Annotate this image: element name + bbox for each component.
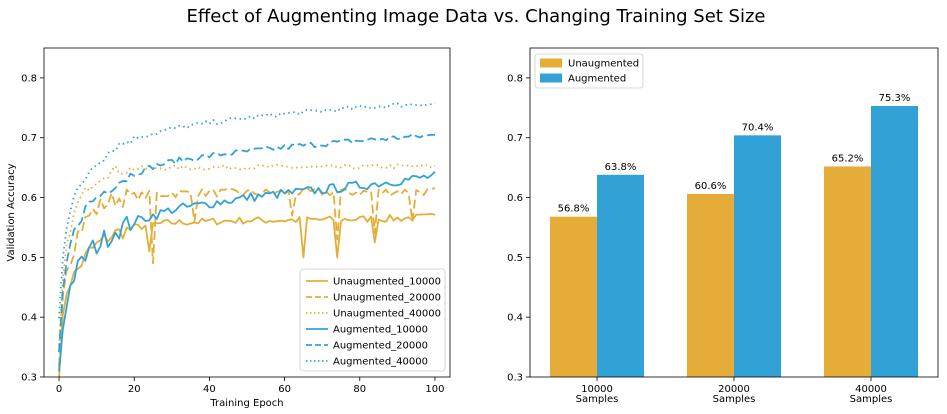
bar-value-label: 75.3% xyxy=(879,93,911,104)
axes-frame xyxy=(43,47,451,378)
x-tick-label: 60 xyxy=(278,384,291,395)
bar-unaugmented-2 xyxy=(824,166,871,377)
y-tick-label: 0.8 xyxy=(21,73,37,84)
bar-chart-panel: 56.8% 60.6% 65.2% 63.8% 70.4% 75.3% 0.3 0.4 0.5 0… xyxy=(507,47,939,405)
figure-title: Effect of Augmenting Image Data vs. Chan… xyxy=(186,6,765,27)
x-tick-label: Samples xyxy=(850,394,893,405)
legend-swatch xyxy=(540,73,562,83)
y-tick-label: 0.5 xyxy=(21,253,37,264)
legend-entry: Augmented xyxy=(568,74,626,85)
x-tick-label: 20 xyxy=(128,384,141,395)
x-tick-label: 40000 xyxy=(855,384,887,395)
series-line-augmented-20000 xyxy=(58,133,436,353)
line-legend: Unaugmented_10000 Unaugmented_20000 Unaugm… xyxy=(299,268,446,372)
legend-entry: Unaugmented_20000 xyxy=(333,293,441,304)
x-tick-label: 100 xyxy=(425,384,444,395)
x-tick-label: 20000 xyxy=(718,384,750,395)
legend-swatch xyxy=(540,58,562,68)
series-line-augmented-10000 xyxy=(58,170,436,372)
bar-augmented-2 xyxy=(871,106,918,378)
series-line-unaugmented-40000 xyxy=(58,163,436,346)
bar-unaugmented-0 xyxy=(550,216,597,377)
legend-entry: Unaugmented_10000 xyxy=(333,277,441,288)
bar-value-label: 60.6% xyxy=(695,181,727,192)
legend-entry: Augmented_40000 xyxy=(333,357,428,368)
x-tick-label: 80 xyxy=(353,384,366,395)
legend-entry: Augmented_10000 xyxy=(333,325,428,336)
x-tick-label: 40 xyxy=(203,384,216,395)
legend-entry: Unaugmented xyxy=(568,59,639,70)
legend-box xyxy=(299,268,446,372)
series-line-unaugmented-20000 xyxy=(58,187,436,367)
legend-entry: Unaugmented_40000 xyxy=(333,309,441,320)
y-tick-label: 0.3 xyxy=(507,373,523,384)
x-axis-label: Training Epoch xyxy=(209,398,283,409)
bar-legend: Unaugmented Augmented xyxy=(534,53,644,89)
x-tick-label: 0 xyxy=(56,384,62,395)
x-tick-label: Samples xyxy=(576,394,619,405)
line-plot-area xyxy=(58,102,436,377)
x-tick-label: Samples xyxy=(713,394,756,405)
y-tick-label: 0.4 xyxy=(507,313,523,324)
y-tick-label: 0.5 xyxy=(507,253,523,264)
y-tick-label: 0.6 xyxy=(21,193,37,204)
y-tick-label: 0.3 xyxy=(21,373,37,384)
bar-unaugmented-1 xyxy=(687,193,734,377)
legend-entry: Augmented_20000 xyxy=(333,341,428,352)
bar-augmented-1 xyxy=(734,135,781,377)
bar-value-label: 70.4% xyxy=(742,122,774,133)
y-tick-label: 0.8 xyxy=(507,73,523,84)
line-chart-panel: 0 20 40 60 80 100 0.3 0.4 0.5 0.6 0.7 0.8 Training E… xyxy=(6,47,451,409)
series-line-unaugmented-10000 xyxy=(58,213,436,377)
bar-value-label: 56.8% xyxy=(558,204,590,215)
y-tick-label: 0.7 xyxy=(21,133,37,144)
bar-value-label: 63.8% xyxy=(605,162,637,173)
y-axis-label: Validation Accuracy xyxy=(6,163,17,261)
y-tick-label: 0.7 xyxy=(507,133,523,144)
bar-augmented-0 xyxy=(597,174,644,377)
y-tick-label: 0.6 xyxy=(507,193,523,204)
x-tick-label: 10000 xyxy=(581,384,613,395)
bar-value-label: 65.2% xyxy=(832,153,864,164)
y-tick-label: 0.4 xyxy=(21,313,37,324)
